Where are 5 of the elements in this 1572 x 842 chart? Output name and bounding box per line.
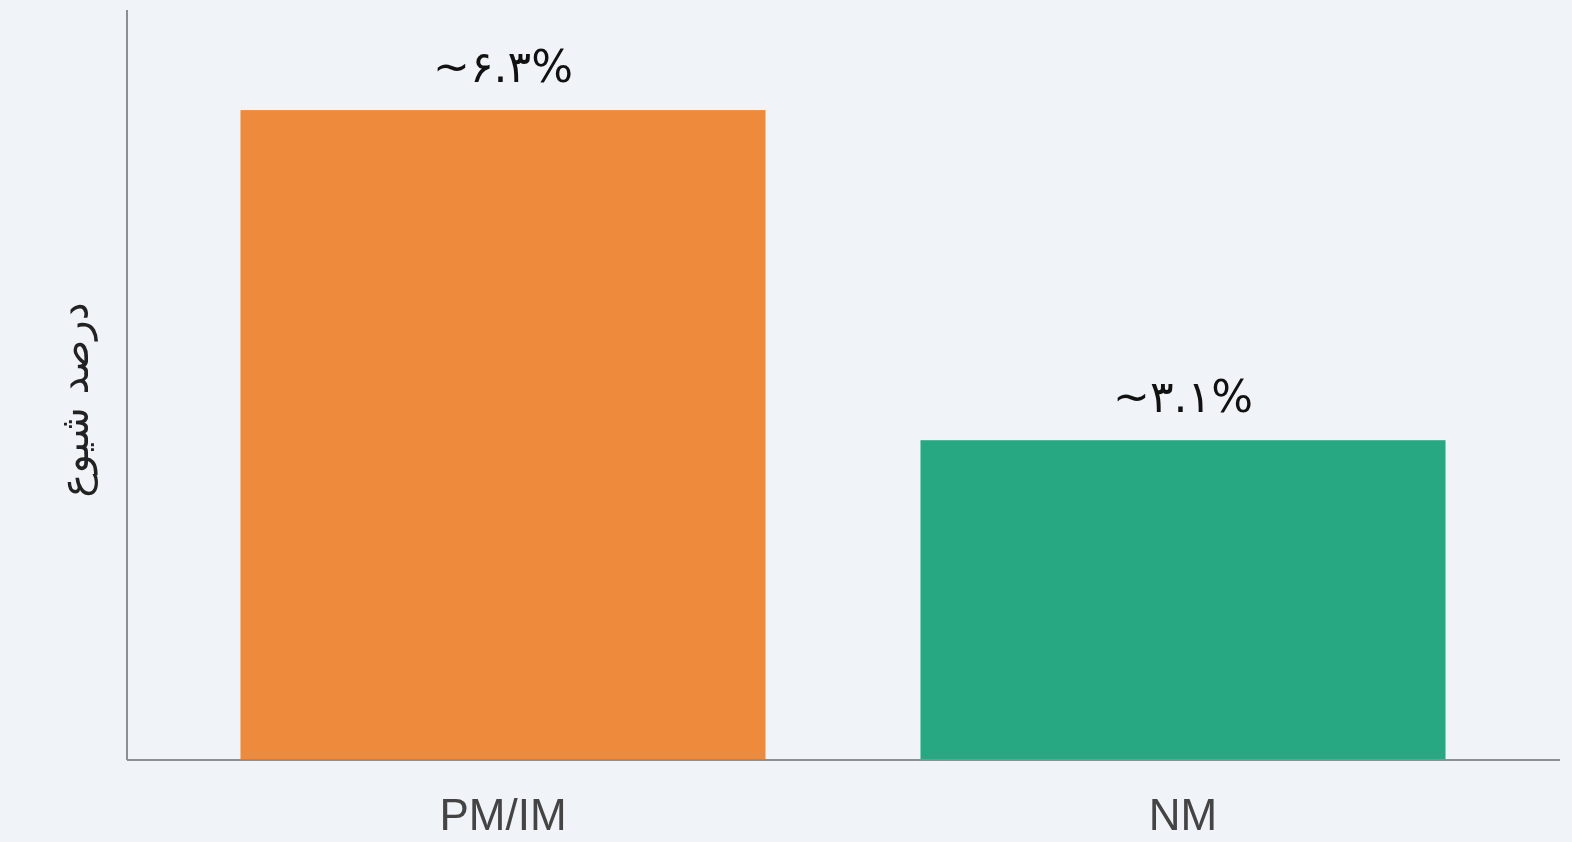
x-tick-label: NM bbox=[1148, 790, 1218, 839]
data-label: ~۳.۱% bbox=[1113, 371, 1253, 423]
y-axis-title: درصد شیوع bbox=[51, 302, 98, 498]
x-tick-label: PM/IM bbox=[439, 790, 567, 839]
data-label: ~۶.۳% bbox=[433, 41, 573, 93]
